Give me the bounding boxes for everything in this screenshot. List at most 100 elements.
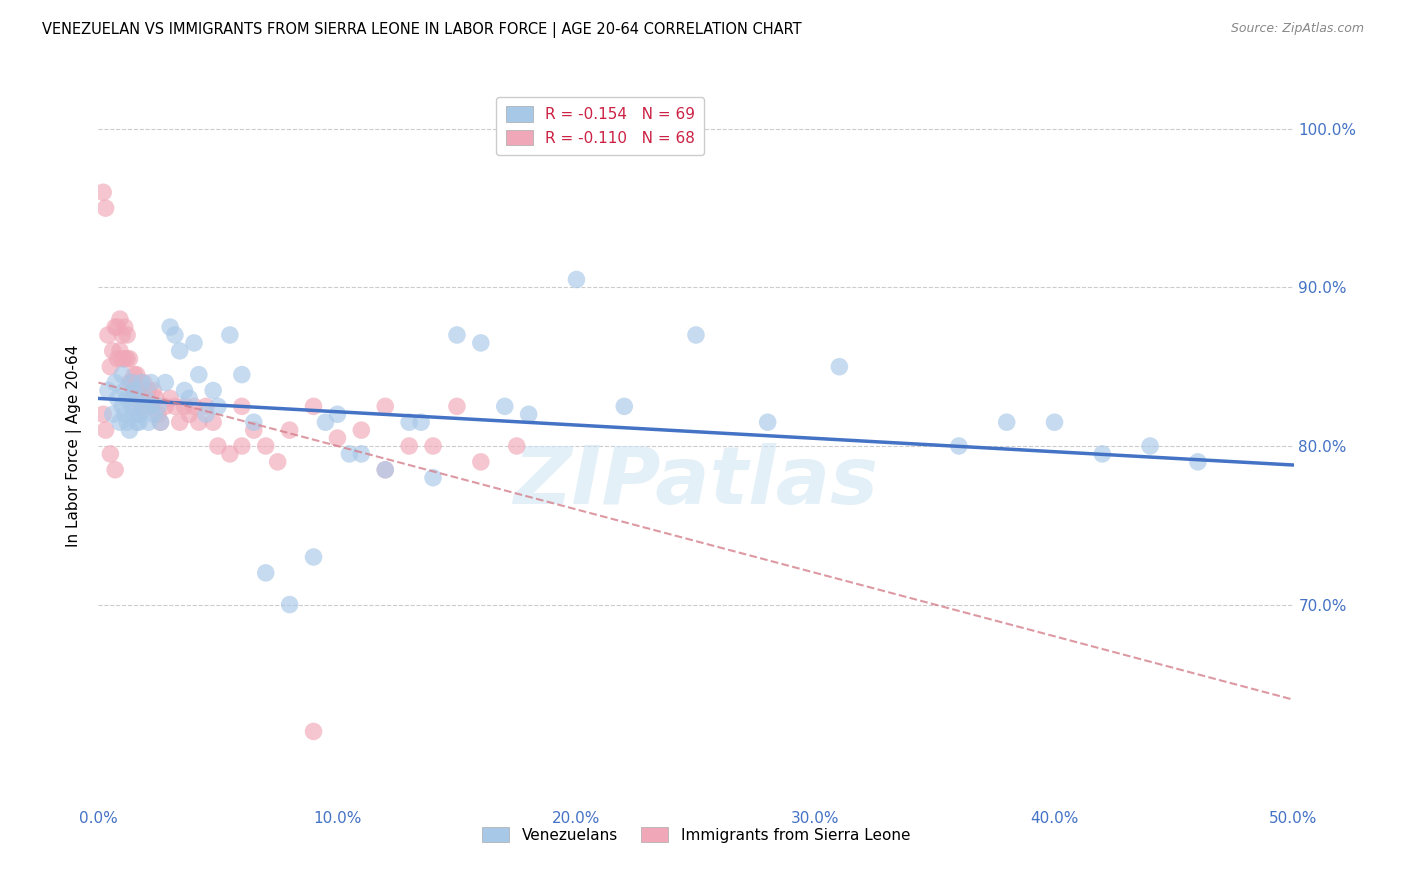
Point [374,463,396,477]
Point [470,335,492,350]
Point [159,392,181,406]
Point [125,384,148,398]
Point [1091,447,1114,461]
Point [114,384,136,398]
Point [125,415,148,429]
Point [326,407,349,421]
Point [98,447,122,461]
Point [135,400,157,414]
Point [219,328,242,343]
Point [173,400,195,414]
Point [339,447,361,461]
Point [139,376,162,390]
Point [115,392,138,406]
Text: VENEZUELAN VS IMMIGRANTS FROM SIERRA LEONE IN LABOR FORCE | AGE 20-64 CORRELATIO: VENEZUELAN VS IMMIGRANTS FROM SIERRA LEO… [42,22,801,38]
Point [506,439,529,453]
Point [267,455,290,469]
Point [302,400,325,414]
Point [104,376,127,390]
Point [149,415,172,429]
Point [148,400,170,414]
Point [124,407,146,421]
Point [115,328,138,343]
Point [207,400,229,414]
Point [91,186,114,200]
Point [302,549,325,564]
Point [243,415,266,429]
Point [195,400,218,414]
Point [121,376,143,390]
Point [187,368,209,382]
Point [1187,455,1209,469]
Point [350,447,373,461]
Point [135,392,157,406]
Point [231,439,253,453]
Point [91,407,114,421]
Point [446,328,468,343]
Point [124,368,146,382]
Point [101,343,124,358]
Point [173,384,195,398]
Point [159,320,181,334]
Point [128,407,150,421]
Point [163,400,186,414]
Point [422,439,444,453]
Point [155,400,177,414]
Point [219,447,242,461]
Point [565,272,588,286]
Point [163,328,186,343]
Point [142,407,165,421]
Point [374,400,396,414]
Text: Source: ZipAtlas.com: Source: ZipAtlas.com [1230,22,1364,36]
Point [121,376,143,390]
Point [107,392,129,406]
Point [685,328,707,343]
Point [132,400,155,414]
Point [107,320,129,334]
Point [124,384,146,398]
Point [195,407,218,421]
Point [94,201,117,215]
Point [107,351,129,366]
Point [97,328,120,343]
Point [115,415,138,429]
Point [124,384,146,398]
Point [1043,415,1066,429]
Point [202,415,225,429]
Point [446,400,468,414]
Point [254,439,277,453]
Point [125,368,148,382]
Point [118,376,141,390]
Point [139,400,162,414]
Point [115,351,138,366]
Point [128,384,150,398]
Point [138,384,160,398]
Point [108,312,131,326]
Point [111,351,134,366]
Y-axis label: In Labor Force | Age 20-64: In Labor Force | Age 20-64 [66,345,83,547]
Point [111,368,134,382]
Text: ZIPatlas: ZIPatlas [513,442,879,521]
Point [149,415,172,429]
Point [411,415,433,429]
Point [187,415,209,429]
Point [1139,439,1161,453]
Point [131,400,153,414]
Point [148,407,170,421]
Point [114,407,136,421]
Point [179,407,201,421]
Point [350,423,373,437]
Point [108,415,131,429]
Point [145,392,167,406]
Point [101,407,124,421]
Point [98,359,122,374]
Point [948,439,970,453]
Point [139,400,162,414]
Point [114,351,136,366]
Point [278,423,301,437]
Point [132,376,155,390]
Point [118,351,141,366]
Point [315,415,337,429]
Point [231,368,253,382]
Point [202,384,225,398]
